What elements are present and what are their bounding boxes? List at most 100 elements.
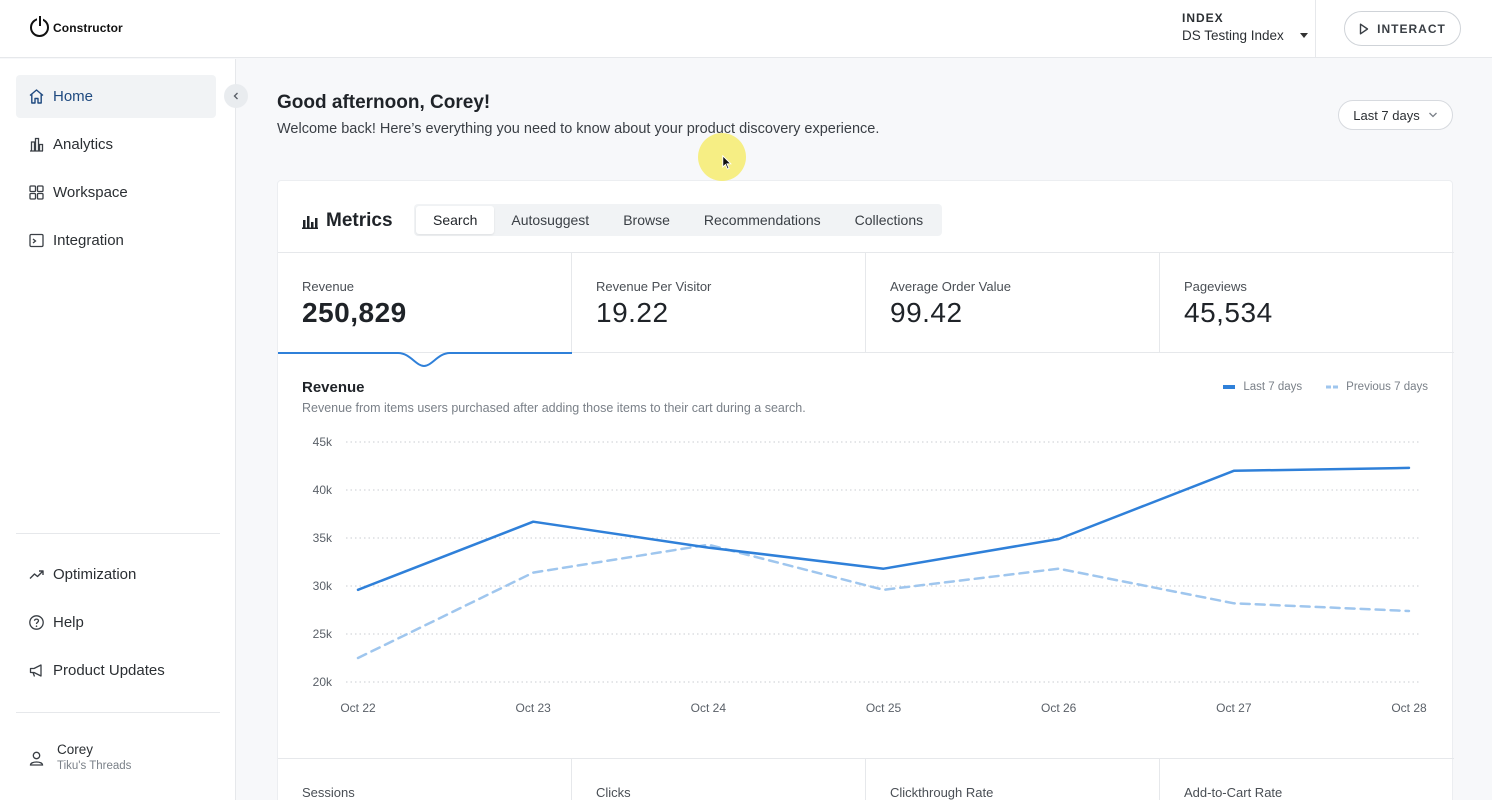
power-logo-icon: [30, 16, 49, 37]
home-icon: [29, 89, 44, 104]
divider: [278, 758, 1454, 759]
kpi-value: 250,829: [302, 297, 407, 328]
metrics-tabs: Search Autosuggest Browse Recommendation…: [414, 204, 943, 236]
interact-label: INTERACT: [1377, 21, 1446, 36]
trend-icon: [29, 570, 44, 579]
index-value: DS Testing Index: [1182, 28, 1284, 43]
x-tick-label: Oct 24: [691, 701, 727, 715]
caret-down-icon: [1299, 33, 1308, 38]
kpi-value: 99.42: [890, 297, 963, 328]
x-tick-label: Oct 27: [1216, 701, 1252, 715]
tab-autosuggest[interactable]: Autosuggest: [511, 212, 590, 228]
interact-button[interactable]: INTERACT: [1344, 11, 1461, 46]
kpi-label: Pageviews: [1184, 279, 1247, 294]
legend-solid-swatch: [1223, 385, 1236, 389]
sidebar-item-label: Help: [53, 614, 84, 631]
y-tick-label: 30k: [313, 579, 333, 593]
tab-browse[interactable]: Browse: [623, 212, 670, 228]
kpi-clickthrough-rate[interactable]: Clickthrough Rate: [866, 758, 1160, 800]
index-selector[interactable]: INDEX DS Testing Index: [1182, 11, 1308, 43]
metrics-card: Metrics Search Autosuggest Browse Recomm…: [277, 180, 1454, 800]
collapse-sidebar-button[interactable]: [224, 84, 248, 108]
sidebar: Home Analytics Workspace Integration Opt…: [0, 59, 236, 800]
x-tick-label: Oct 26: [1041, 701, 1077, 715]
user-name: Corey: [57, 742, 94, 757]
kpi-pageviews[interactable]: Pageviews 45,534: [1160, 253, 1454, 353]
y-tick-label: 20k: [313, 675, 333, 689]
selected-kpi-indicator: [278, 352, 572, 368]
legend-label: Last 7 days: [1243, 381, 1303, 393]
kpi-add-to-cart-rate[interactable]: Add-to-Cart Rate: [1184, 785, 1283, 800]
logo-text: Constructor: [53, 20, 123, 35]
sidebar-item-analytics[interactable]: Analytics: [16, 123, 216, 166]
sidebar-item-workspace[interactable]: Workspace: [16, 171, 216, 214]
sidebar-item-label: Analytics: [53, 136, 114, 153]
tab-search[interactable]: Search: [416, 206, 495, 234]
page-title: Good afternoon, Corey!: [277, 92, 491, 113]
sidebar-item-label: Home: [53, 88, 94, 105]
revenue-line-chart: 45k 40k 35k 30k 25k 20k Oct 22 Oct 23 Oct 24 Oct …: [313, 435, 1427, 715]
date-range-value: Last 7 days: [1353, 107, 1420, 123]
legend-label: Previous 7 days: [1346, 381, 1428, 393]
x-tick-label: Oct 25: [866, 701, 902, 715]
index-dropdown[interactable]: DS Testing Index: [1182, 28, 1308, 43]
divider: [1315, 0, 1316, 58]
cursor-highlight: [698, 133, 746, 181]
chevron-down-icon: [1428, 112, 1437, 118]
mouse-cursor-icon: [722, 155, 732, 170]
index-label: INDEX: [1182, 11, 1224, 25]
series-line-last-7-days: [356, 466, 1411, 592]
kpi-average-order-value[interactable]: Average Order Value 99.42: [866, 253, 1160, 353]
sidebar-item-label: Integration: [53, 232, 124, 249]
kpi-revenue[interactable]: Revenue 250,829: [278, 253, 572, 353]
user-profile[interactable]: Corey Tiku's Threads: [28, 742, 131, 772]
workspace-icon: [29, 185, 44, 200]
sidebar-item-product-updates[interactable]: Product Updates: [16, 649, 216, 692]
sidebar-item-label: Product Updates: [53, 662, 165, 679]
kpi-revenue-per-visitor[interactable]: Revenue Per Visitor 19.22: [572, 253, 866, 353]
chart-legend: Last 7 days Previous 7 days: [1223, 381, 1428, 393]
top-bar: Constructor INDEX DS Testing Index INTER…: [0, 0, 1492, 58]
kpi-label: Revenue Per Visitor: [596, 279, 712, 294]
user-icon: [29, 751, 44, 766]
date-range-dropdown[interactable]: Last 7 days: [1338, 100, 1453, 130]
kpi-clicks[interactable]: Clicks: [572, 758, 866, 800]
tab-collections[interactable]: Collections: [854, 212, 924, 228]
kpi-label: Average Order Value: [890, 279, 1011, 294]
sidebar-item-home[interactable]: Home: [16, 75, 216, 118]
bar-chart-icon: [302, 215, 318, 229]
help-icon: [29, 615, 44, 630]
y-tick-label: 45k: [313, 435, 333, 449]
sidebar-item-optimization[interactable]: Optimization: [16, 553, 216, 596]
kpi-value: 19.22: [596, 297, 669, 328]
sidebar-item-label: Optimization: [53, 566, 137, 583]
x-tick-label: Oct 28: [1391, 701, 1427, 715]
megaphone-icon: [29, 664, 42, 677]
chart-subtitle: Revenue from items users purchased after…: [302, 401, 806, 415]
divider: [278, 352, 1454, 353]
chevron-left-icon: [233, 92, 238, 100]
y-tick-label: 25k: [313, 627, 333, 641]
analytics-icon: [30, 137, 44, 152]
welcome-text: Welcome back! Here’s everything you need…: [277, 121, 880, 137]
legend-item-previous[interactable]: Previous 7 days: [1326, 381, 1428, 393]
kpi-label: Revenue: [302, 279, 355, 294]
sidebar-divider: [16, 533, 220, 534]
play-icon: [1359, 23, 1369, 34]
metrics-heading: Metrics: [302, 210, 393, 232]
sidebar-item-help[interactable]: Help: [16, 601, 216, 644]
kpi-sessions[interactable]: Sessions: [278, 758, 572, 800]
kpi-value: 45,534: [1184, 297, 1273, 328]
sidebar-item-integration[interactable]: Integration: [16, 219, 216, 262]
legend-item-last[interactable]: Last 7 days: [1223, 381, 1302, 393]
tab-recommendations[interactable]: Recommendations: [703, 212, 821, 228]
metrics-title: Metrics: [326, 210, 393, 231]
sidebar-divider: [16, 712, 220, 713]
chart-title: Revenue: [302, 379, 365, 396]
series-line-previous-7-days: [356, 543, 1411, 660]
divider: [278, 252, 1454, 253]
x-tick-label: Oct 22: [340, 701, 376, 715]
integration-icon: [29, 233, 44, 248]
logo[interactable]: Constructor: [30, 16, 123, 37]
legend-dashed-swatch: [1326, 385, 1339, 389]
